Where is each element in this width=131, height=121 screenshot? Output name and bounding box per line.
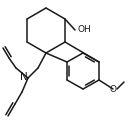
Text: O: O: [110, 84, 116, 94]
Text: OH: OH: [77, 26, 91, 34]
Text: N: N: [20, 72, 28, 82]
